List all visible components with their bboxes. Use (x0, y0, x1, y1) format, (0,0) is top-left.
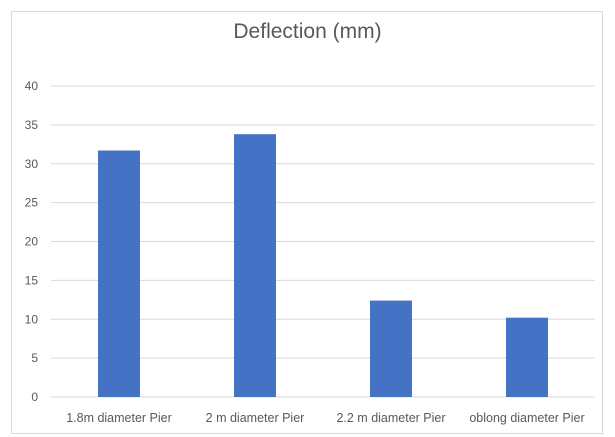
x-category-label: 2.2 m diameter Pier (336, 411, 445, 425)
y-tick-label: 5 (31, 351, 38, 365)
y-axis-ticks: 0 5 10 15 20 25 30 35 40 (25, 79, 39, 404)
chart-title: Deflection (mm) (233, 20, 382, 43)
y-tick-label: 20 (25, 235, 39, 249)
y-tick-label: 25 (25, 196, 39, 210)
x-category-label: 1.8m diameter Pier (66, 411, 172, 425)
y-tick-label: 10 (25, 312, 39, 326)
bar-3 (370, 300, 412, 397)
y-tick-label: 30 (25, 157, 39, 171)
y-tick-label: 15 (25, 273, 39, 287)
x-axis-categories: 1.8m diameter Pier 2 m diameter Pier 2.2 m… (66, 411, 584, 425)
y-tick-label: 40 (25, 79, 39, 93)
bar-1 (98, 150, 140, 397)
bar-4 (506, 317, 548, 397)
y-tick-label: 35 (25, 118, 39, 132)
x-category-label: 2 m diameter Pier (206, 411, 305, 425)
gridlines (51, 85, 595, 398)
x-category-label: oblong diameter Pier (469, 411, 584, 425)
bars (98, 134, 548, 397)
bar-2 (234, 134, 276, 397)
y-tick-label: 0 (31, 390, 38, 404)
